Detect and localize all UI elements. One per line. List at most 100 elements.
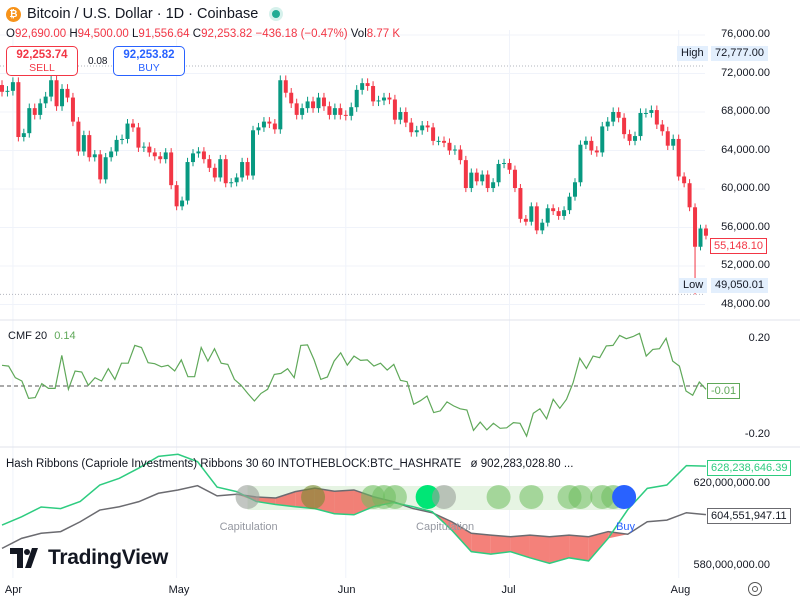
candle-down [463, 160, 468, 189]
open-value: 92,690.00 [14, 28, 67, 40]
candle-down [223, 159, 228, 184]
candle-down [0, 85, 4, 92]
candle-up [671, 138, 676, 146]
signal-olive-dot [301, 485, 326, 509]
candle-up [251, 130, 256, 176]
candle-down [311, 101, 316, 109]
candle-down [425, 125, 430, 128]
candle-down [174, 185, 179, 207]
candle-up [218, 159, 223, 178]
candle-down [431, 127, 436, 141]
candle-down [512, 169, 517, 189]
candle-up [420, 125, 425, 131]
price-candles [0, 75, 708, 295]
signal-green-dot [568, 485, 593, 509]
candle-up [229, 182, 234, 184]
candle-down [387, 97, 392, 100]
candle-up [256, 127, 261, 131]
candle-up [332, 108, 337, 115]
settings-icon[interactable] [748, 582, 762, 596]
candle-up [452, 149, 457, 151]
candle-up [38, 103, 43, 115]
spread-value: 0.08 [88, 56, 108, 67]
candle-down [283, 80, 288, 93]
price-tick: 76,000.00 [721, 28, 770, 40]
hash-slow-last-tag: 604,551,947.11 [707, 508, 791, 524]
bitcoin-icon: ₿ [6, 6, 21, 22]
candle-up [114, 139, 119, 152]
capitulation-fill [529, 535, 550, 564]
cmf-legend[interactable]: CMF 20 0.14 [8, 330, 76, 342]
price-tick: 64,000.00 [721, 143, 770, 156]
candle-down [523, 218, 528, 222]
candle-up [240, 162, 245, 178]
month-label: Aug [670, 584, 691, 596]
high-price-value: 72,777.00 [711, 46, 768, 61]
candle-down [70, 97, 75, 122]
candle-up [103, 157, 108, 180]
buy-button[interactable]: 92,253.82 BUY [113, 46, 185, 76]
candle-up [649, 110, 654, 113]
cmf-tick-top: 0.20 [748, 332, 770, 344]
candle-down [130, 123, 135, 128]
candle-down [507, 163, 512, 170]
sell-button[interactable]: 92,253.74 SELL [6, 46, 78, 76]
capitulation-fill [451, 521, 472, 552]
candle-up [572, 182, 577, 197]
candle-up [21, 133, 26, 138]
capitulation-fill [549, 535, 570, 564]
price-tick: 72,000.00 [721, 66, 770, 79]
candle-up [196, 151, 201, 154]
candle-down [665, 131, 670, 146]
candle-up [360, 83, 365, 90]
price-tick: 56,000.00 [721, 220, 770, 233]
candle-up [300, 108, 305, 115]
candle-up [180, 200, 185, 207]
candle-up [562, 210, 567, 216]
candle-up [502, 163, 507, 165]
hash-ribbons-legend[interactable]: Hash Ribbons (Capriole Investments) Ribb… [6, 458, 574, 470]
candle-up [491, 182, 496, 189]
candle-up [141, 146, 146, 148]
candle-down [152, 152, 157, 157]
symbol-header[interactable]: ₿ Bitcoin / U.S. Dollar · 1D · Coinbase [6, 6, 281, 22]
candle-down [392, 99, 397, 120]
candle-up [638, 112, 643, 137]
candle-up [605, 121, 610, 127]
signal-annotation: Capitulation [416, 521, 475, 533]
candle-down [343, 114, 348, 116]
capitulation-fill [275, 491, 296, 507]
candle-up [376, 100, 381, 102]
candle-down [622, 117, 627, 135]
candle-up [305, 101, 310, 109]
capitulation-fill [334, 489, 354, 515]
candle-down [272, 123, 277, 130]
candle-down [98, 154, 103, 180]
candle-up [354, 89, 359, 108]
cmf-current-value: 0.14 [54, 330, 76, 342]
candle-down [403, 112, 408, 123]
candle-up [600, 126, 605, 153]
low-label: Low [679, 278, 708, 293]
signal-blue-dot [612, 485, 637, 509]
month-label: Jul [501, 584, 516, 596]
signal-gray-dot [235, 485, 260, 509]
candle-down [627, 134, 632, 141]
hash-tick-580m: 580,000,000.00 [693, 559, 770, 571]
candle-down [32, 108, 37, 115]
price-tick: 48,000.00 [721, 297, 770, 310]
capitulation-fill [588, 531, 609, 561]
candle-down [442, 140, 447, 143]
candle-down [676, 138, 681, 177]
month-label: Jun [337, 584, 356, 596]
candle-up [611, 112, 616, 122]
capitulation-fill [510, 535, 530, 558]
candle-down [551, 208, 556, 212]
candle-down [87, 135, 92, 158]
cmf-last-tag: -0.01 [707, 383, 741, 399]
candle-up [567, 196, 572, 211]
month-label: Apr [4, 584, 23, 596]
candle-up [27, 108, 32, 134]
candle-up [583, 140, 588, 145]
